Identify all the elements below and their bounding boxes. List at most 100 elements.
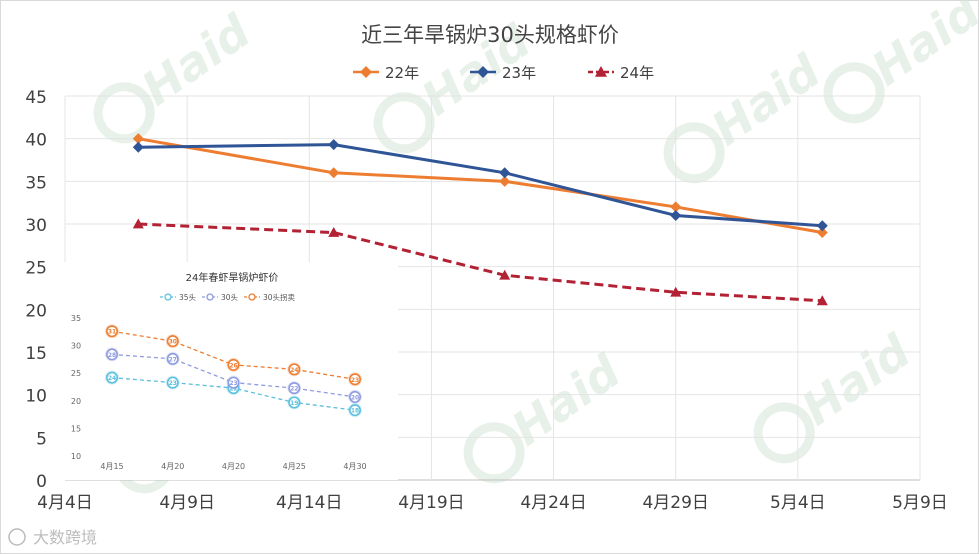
inset-legend-item: 35头	[160, 292, 197, 302]
data-point	[670, 201, 682, 213]
inset-y-tick-label: 35	[71, 314, 81, 323]
y-tick-label: 35	[25, 173, 47, 193]
y-tick-label: 5	[36, 429, 47, 449]
inset-data-point: 23	[226, 375, 241, 390]
legend-label: 22年	[385, 64, 419, 82]
inset-y-tick-label: 10	[71, 452, 81, 461]
legend-item: 23年	[470, 64, 536, 82]
inset-point-marker	[348, 404, 361, 417]
inset-data-point: 27	[165, 351, 180, 366]
inset-point-marker	[166, 352, 179, 365]
inset-data-point: 30	[165, 334, 180, 349]
inset-data-label: 28	[108, 352, 116, 359]
data-point	[499, 269, 511, 280]
inset-background	[62, 262, 398, 480]
series-layer	[132, 133, 828, 306]
legend-label: 23年	[502, 64, 536, 82]
inset-point-marker	[106, 325, 119, 338]
inset-data-label: 30	[169, 339, 177, 346]
inset-point-marker	[227, 358, 240, 371]
inset-point-marker	[288, 363, 301, 376]
inset-data-label: 24	[108, 375, 116, 382]
y-tick-label: 20	[25, 301, 47, 321]
inset-legend-marker	[164, 293, 172, 301]
chart-legend: 22年 23年 24年	[353, 64, 654, 82]
data-point	[132, 218, 144, 229]
inset-data-point: 28	[105, 347, 119, 362]
inset-data-point: 24	[287, 362, 302, 377]
watermark-logo-icon	[373, 92, 435, 154]
inset-legend-marker	[206, 293, 214, 301]
watermark-logo-icon	[753, 402, 815, 464]
y-axis-ticks: 0 5 10 15 20 25 30 35 40 45	[25, 88, 47, 492]
y-tick-label: 10	[25, 387, 47, 407]
inset-legend-item: 30头拐卖	[244, 292, 296, 302]
legend-marker	[595, 66, 607, 77]
inset-x-tick-label: 4月20	[222, 462, 245, 471]
x-tick-label: 4月19日	[398, 493, 464, 513]
data-point	[499, 175, 511, 187]
y-tick-label: 45	[25, 88, 47, 108]
inset-y-tick-label: 20	[71, 397, 81, 406]
inset-point-marker	[166, 335, 179, 348]
inset-point-marker	[288, 382, 301, 395]
inset-point-marker	[348, 373, 361, 386]
data-point	[132, 133, 144, 145]
inset-point-marker	[106, 348, 119, 361]
data-point	[328, 167, 340, 179]
inset-x-tick-label: 4月25	[283, 462, 306, 471]
y-tick-label: 15	[25, 344, 47, 364]
inset-data-label: 22	[229, 386, 237, 393]
inset-data-point: 22	[287, 381, 302, 396]
inset-legend-label: 35头	[179, 292, 197, 302]
legend-marker	[360, 66, 372, 78]
logo-icon	[8, 528, 26, 546]
y-tick-label: 30	[25, 216, 47, 236]
inset-y-tick-label: 15	[71, 424, 81, 433]
inset-y-tick-label: 30	[71, 342, 81, 351]
inset-data-point: 19	[287, 395, 302, 410]
inset-data-label: 23	[229, 380, 237, 387]
data-point	[816, 295, 828, 306]
inset-data-label: 31	[108, 329, 116, 336]
legend-item: 22年	[353, 64, 419, 82]
inset-legend-marker	[248, 293, 256, 301]
data-point	[132, 141, 144, 153]
inset-chart-title: 24年春虾旱锅炉虾价	[186, 271, 279, 284]
y-tick-label: 40	[25, 131, 47, 151]
inset-data-label: 27	[169, 356, 177, 363]
chart-title: 近三年旱锅炉30头规格虾价	[361, 23, 619, 47]
inset-point-marker	[348, 390, 361, 403]
x-tick-label: 4月24日	[520, 493, 586, 513]
inset-data-label: 23	[169, 380, 177, 387]
data-point	[328, 227, 340, 237]
x-tick-label: 4月29日	[642, 493, 708, 513]
inset-point-marker	[166, 376, 179, 389]
x-tick-label: 4月9日	[159, 493, 215, 513]
inset-chart: 24年春虾旱锅炉虾价 35头 30头 30头拐卖 10 15 20 25 30 35 4月15…	[62, 262, 398, 480]
watermark-logo-icon	[663, 122, 725, 184]
inset-data-label: 22	[290, 386, 298, 393]
data-point	[670, 286, 682, 297]
inset-data-point: 18	[348, 403, 362, 418]
inset-x-tick-label: 4月20	[161, 462, 184, 471]
inset-data-label: 23	[351, 377, 359, 384]
inset-x-axis-ticks: 4月15 4月20 4月20 4月25 4月30	[100, 462, 366, 471]
inset-data-point: 31	[105, 324, 119, 339]
inset-data-label: 26	[229, 362, 237, 369]
x-axis-ticks: 4月4日 4月9日 4月14日 4月19日 4月24日 4月29日 5月4日 5月9日	[37, 493, 948, 513]
legend-label: 24年	[620, 64, 654, 82]
inset-data-label: 20	[351, 394, 359, 401]
data-point	[328, 139, 340, 151]
inset-point-marker	[227, 376, 240, 389]
inset-data-point: 20	[348, 389, 362, 404]
y-tick-label: 0	[36, 472, 47, 492]
inset-data-point: 26	[226, 357, 241, 372]
inset-y-tick-label: 25	[71, 369, 81, 378]
footer-logo: 大数跨境	[8, 528, 97, 547]
inset-point-marker	[288, 396, 301, 409]
inset-legend-label: 30头拐卖	[263, 292, 296, 302]
inset-data-label: 24	[290, 367, 298, 374]
